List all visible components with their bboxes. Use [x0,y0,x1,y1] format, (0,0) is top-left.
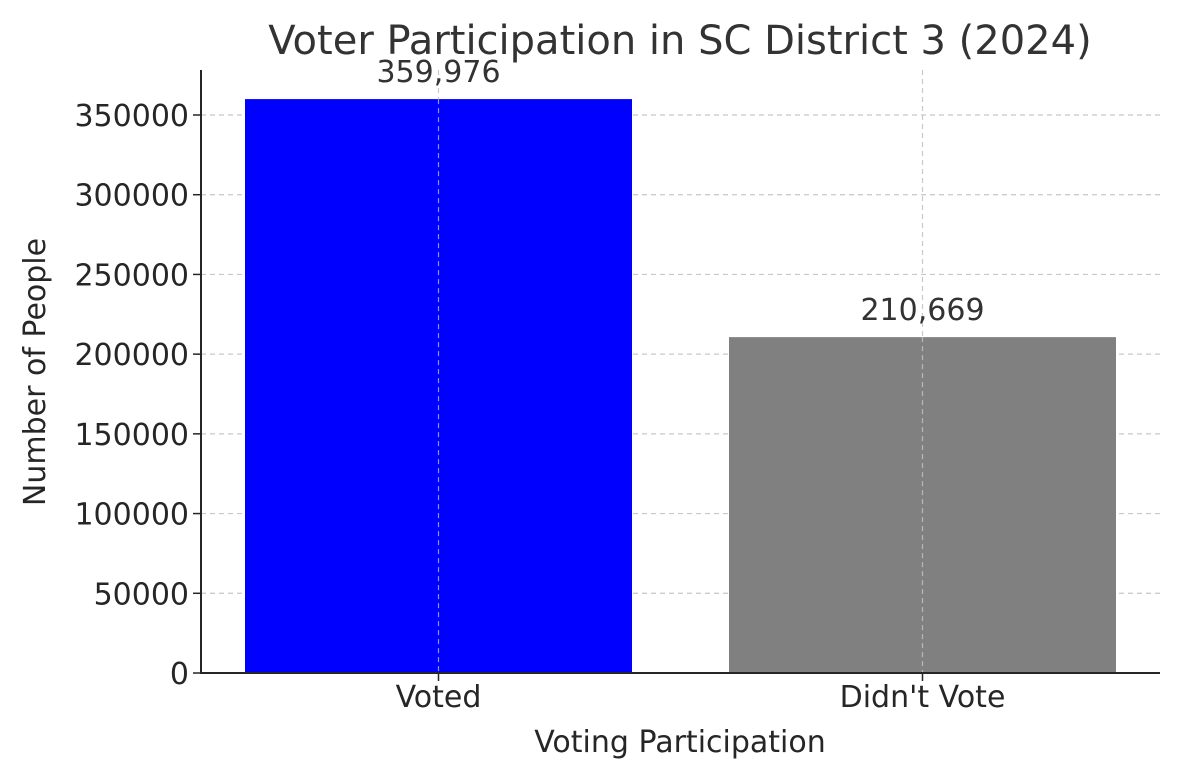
y-tick-label: 200000 [74,338,189,373]
label-layer: 359,976 210,669 [376,55,984,328]
x-tick-label: Voted [396,680,482,715]
x-tick-label: Didn't Vote [840,680,1006,715]
y-tick-label: 0 [170,657,189,692]
y-tick-label: 150000 [74,418,189,453]
y-tick-label: 100000 [74,498,189,533]
y-tick-label: 250000 [74,258,189,293]
bar-value-label: 210,669 [860,293,984,328]
y-tick-label: 350000 [74,99,189,134]
y-axis-label: Number of People [18,238,53,506]
chart-title: Voter Participation in SC District 3 (20… [268,18,1091,64]
tick-layer: 0 50000 100000 150000 200000 250000 300000 3500… [74,99,1005,715]
bar-didn-t-vote [729,337,1116,673]
x-axis-label: Voting Participation [534,725,826,760]
bar-value-label: 359,976 [376,55,500,90]
bar-layer [245,99,1116,674]
axis-layer [200,70,1160,674]
y-tick-label: 300000 [74,179,189,214]
y-tick-label: 50000 [94,577,189,612]
